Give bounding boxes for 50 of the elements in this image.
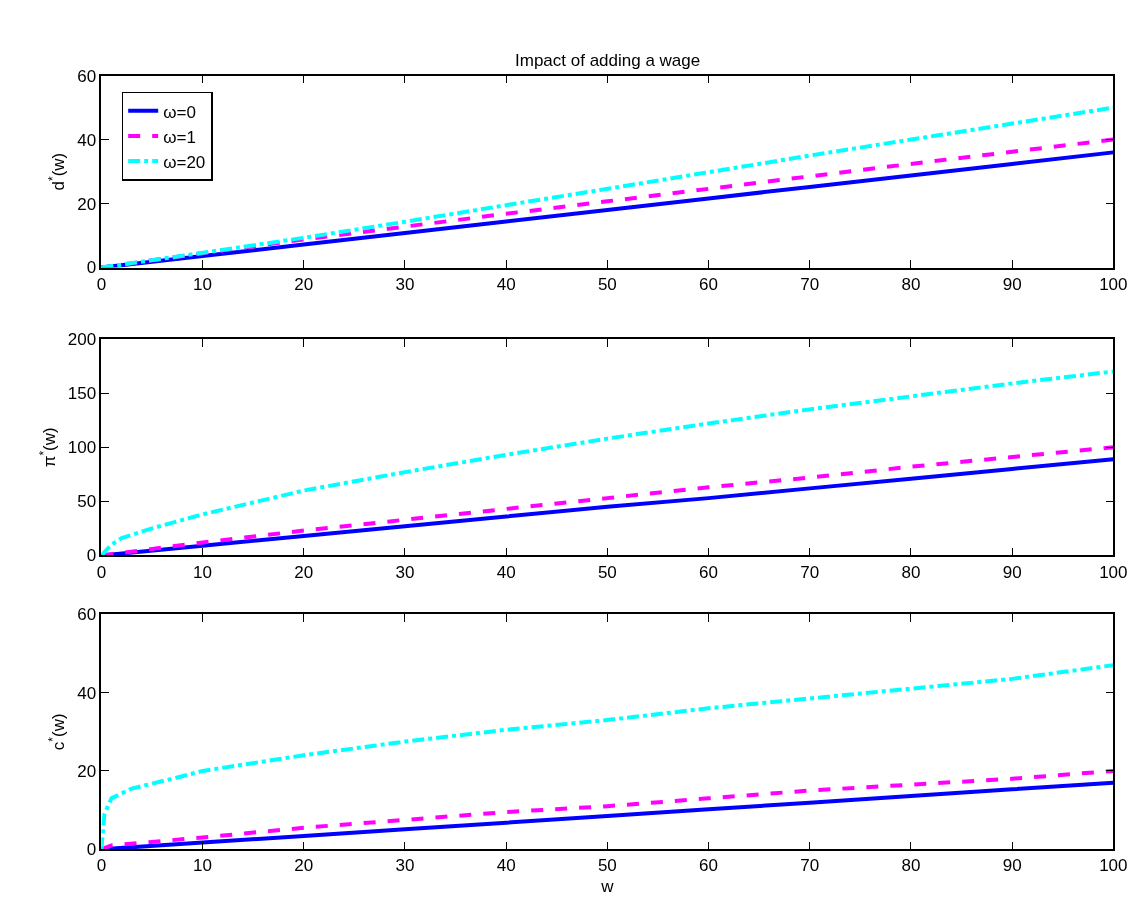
y-tick-label: 0 [86,546,97,566]
x-tick-label: 70 [800,856,820,876]
line-series [101,369,1114,556]
y-tick-label: 0 [86,840,97,860]
x-tick-label: 40 [496,562,516,582]
x-tick-label: 70 [800,274,820,294]
y-tick-label: 20 [77,194,97,214]
y-tick-label: 50 [77,492,97,512]
x-tick-label: 10 [193,274,213,294]
x-tick-label: 20 [294,856,314,876]
x-tick-label: 50 [597,562,617,582]
x-tick-label: 10 [193,856,213,876]
y-tick-label: 0 [86,258,97,278]
x-tick-label: 90 [1002,562,1022,582]
y-tick-label: 60 [77,605,97,625]
x-tick-label: 70 [800,562,820,582]
y-tick-label: 200 [67,329,97,349]
y-tick-label: 100 [67,438,97,458]
x-tick-label: 100 [1099,562,1128,582]
legend-label: ω=20 [163,152,206,172]
x-tick-label: 60 [699,274,719,294]
x-tick-label: 20 [294,274,314,294]
x-tick-label: 80 [901,856,921,876]
x-tick-label: 80 [901,274,921,294]
x-tick-label: 50 [597,856,617,876]
x-tick-label: 40 [496,274,516,294]
x-tick-label: 50 [597,274,617,294]
x-tick-label: 30 [395,274,415,294]
x-tick-label: 60 [699,856,719,876]
x-tick-label: 30 [395,856,415,876]
x-tick-label: 100 [1099,856,1128,876]
y-tick-label: 20 [77,761,97,781]
y-tick-label: 40 [77,683,97,703]
x-tick-label: 90 [1002,274,1022,294]
legend-label: ω=0 [163,102,196,122]
y-tick-label: 60 [77,66,97,86]
x-tick-label: 100 [1099,274,1128,294]
x-tick-label: 10 [193,562,213,582]
x-tick-label: 90 [1002,856,1022,876]
x-tick-label: 20 [294,562,314,582]
legend-label: ω=1 [163,127,196,147]
x-tick-label: 30 [395,562,415,582]
x-tick-label: 80 [901,562,921,582]
x-axis-title: w [600,877,615,897]
x-tick-label: 40 [496,856,516,876]
chart-title: Impact of adding a wage [515,51,701,70]
y-tick-label: 40 [77,130,97,150]
y-tick-label: 150 [67,384,97,404]
line-series [101,663,1114,850]
x-tick-label: 60 [699,562,719,582]
